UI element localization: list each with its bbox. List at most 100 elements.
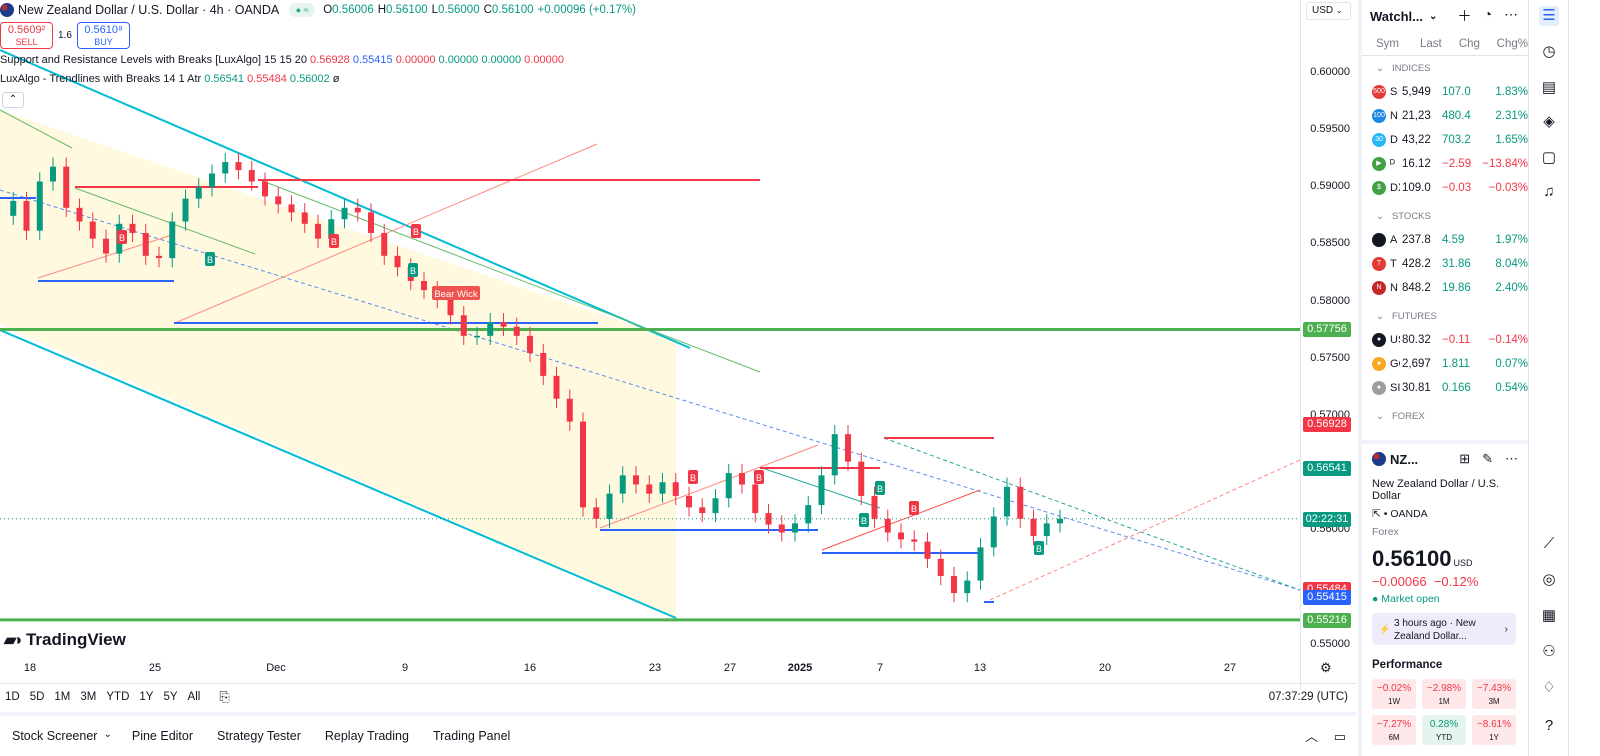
- symbol-logo-icon: ●: [1372, 333, 1386, 347]
- performance-cell[interactable]: −7.27% 6M: [1372, 715, 1416, 745]
- watchlist-row[interactable]: $ DX109.0 −0.03 −0.03%: [1362, 176, 1528, 200]
- sell-price: 0.5609²: [7, 24, 46, 36]
- chart-area[interactable]: B B B B B B B B B B B Bear Wick New Zealand Dollar …: [0, 0, 1380, 690]
- candle-body: [990, 516, 997, 548]
- news-card[interactable]: ⚡ 3 hours ago · New Zealand Dollar... ›: [1372, 613, 1516, 645]
- column-header[interactable]: Chg%: [1496, 37, 1528, 50]
- watchlist-row[interactable]: ▶ ᴰ 16.12 −2.59 −13.84%: [1362, 152, 1528, 176]
- edit-icon[interactable]: ✎: [1482, 451, 1493, 466]
- time-axis[interactable]: 18 25 Dec 9 16 23 27 2025 7 13 20 27: [0, 656, 1300, 680]
- watchlist-row[interactable]: 30 D 43,22 703.2 1.65%: [1362, 128, 1528, 152]
- more-icon[interactable]: ⋯: [1504, 6, 1518, 22]
- bell-icon[interactable]: ♫: [1543, 183, 1555, 200]
- chat-icon[interactable]: ▢: [1541, 149, 1557, 166]
- layers-icon[interactable]: ◈: [1543, 113, 1555, 130]
- watchlist-icon[interactable]: ☰: [1539, 6, 1559, 26]
- help-icon[interactable]: ?: [1544, 717, 1554, 734]
- performance-cell[interactable]: −7.43% 3M: [1472, 679, 1516, 709]
- utc-clock[interactable]: 07:37:29 (UTC): [1268, 690, 1348, 703]
- watchlist-row[interactable]: N N 848.2 19.86 2.40%: [1362, 276, 1528, 300]
- trend-icon[interactable]: ⟋: [1543, 535, 1555, 552]
- symbol-title[interactable]: New Zealand Dollar / U.S. Dollar · 4h · …: [18, 3, 280, 17]
- candle-body: [527, 335, 533, 354]
- alert-icon[interactable]: ♢: [1542, 679, 1556, 696]
- link-icon[interactable]: ⇱: [1372, 508, 1381, 520]
- price-axis[interactable]: 0.605000.600000.595000.590000.585000.580…: [1300, 0, 1358, 690]
- break-marker: [754, 470, 764, 484]
- symbol-logo-icon: 30: [1372, 133, 1386, 147]
- watchlist-row[interactable]: T T 428.2 31.86 8.04%: [1362, 252, 1528, 276]
- exchange-label[interactable]: OANDA: [1390, 508, 1428, 520]
- buy-button[interactable]: 0.5610⁸ BUY: [77, 22, 130, 49]
- section-name: INDICES: [1391, 63, 1431, 74]
- watchlist-title[interactable]: Watchl...: [1370, 8, 1423, 24]
- more-icon[interactable]: ⋯: [1505, 451, 1518, 466]
- market-status-pill[interactable]: ● ≈: [289, 3, 316, 17]
- price-change-pct: 0.54%: [1495, 382, 1528, 394]
- watchlist-row[interactable]: A 237.8 4.59 1.97%: [1362, 228, 1528, 252]
- grid-icon[interactable]: ⊞: [1459, 451, 1471, 466]
- chart-canvas[interactable]: B B B B B B B B B B B Bear Wick: [0, 0, 1300, 656]
- watchlist-section-header[interactable]: ⌄ FUTURES: [1362, 304, 1528, 328]
- column-header[interactable]: Sym: [1376, 37, 1399, 50]
- panel-divider[interactable]: [1362, 440, 1528, 444]
- candle-body: [36, 181, 43, 231]
- range-button-1d[interactable]: 1D: [5, 690, 20, 703]
- news-icon[interactable]: ▤: [1541, 79, 1557, 96]
- column-header[interactable]: Last: [1420, 37, 1442, 50]
- bottom-tab[interactable]: Replay Trading: [324, 729, 409, 743]
- chevron-down-icon[interactable]: ⌄: [1428, 10, 1438, 22]
- candle-body: [288, 204, 295, 213]
- details-symbol[interactable]: NZ...: [1390, 451, 1419, 467]
- trendline-projection: [989, 459, 1300, 601]
- chevron-up-icon[interactable]: ︿: [1305, 729, 1319, 744]
- gear-icon[interactable]: ⚙: [1320, 660, 1332, 675]
- calendar-icon[interactable]: ▦: [1541, 607, 1557, 624]
- candle-body: [142, 232, 149, 256]
- sell-button[interactable]: 0.5609² SELL: [0, 22, 53, 49]
- column-header[interactable]: Chg: [1458, 37, 1480, 50]
- range-button-all[interactable]: All: [187, 690, 201, 703]
- add-symbol-icon[interactable]: ＋: [1457, 8, 1472, 24]
- watchlist-section-header[interactable]: ⌄ INDICES: [1362, 56, 1528, 80]
- currency-select[interactable]: USD ⌄: [1306, 2, 1351, 20]
- maximize-icon[interactable]: ▭: [1333, 729, 1346, 744]
- advanced-view-icon[interactable]: ◔: [1483, 6, 1492, 22]
- symbol-header: New Zealand Dollar / U.S. Dollar · 4h · …: [0, 2, 640, 18]
- time-tick: 2025: [787, 662, 813, 674]
- performance-cell[interactable]: −2.98% 1M: [1422, 679, 1466, 709]
- candle-body: [540, 353, 547, 376]
- range-button-1m[interactable]: 1M: [54, 690, 71, 703]
- bottom-tab[interactable]: Pine Editor: [131, 729, 194, 743]
- watchlist-row[interactable]: 100 N 21,23 480.4 2.31%: [1362, 104, 1528, 128]
- watchlist-row[interactable]: ● SIL30.81 0.166 0.54%: [1362, 376, 1528, 400]
- bottom-tab[interactable]: Strategy Tester: [217, 729, 301, 743]
- performance-value: −2.98%: [1426, 683, 1462, 694]
- date-range-icon[interactable]: ⎘: [219, 688, 230, 704]
- chevron-down-icon[interactable]: ⌄: [103, 729, 112, 740]
- bottom-tab[interactable]: Trading Panel: [432, 729, 511, 743]
- watchlist-row[interactable]: ● GC2,697 1.811 0.07%: [1362, 352, 1528, 376]
- candle-body: [1017, 486, 1024, 519]
- watchlist-section-header[interactable]: ⌄ FOREX: [1362, 404, 1528, 428]
- indicator-trendlines[interactable]: LuxAlgo - Trendlines with Breaks 14 1 At…: [0, 73, 339, 85]
- clock-icon[interactable]: ◷: [1542, 43, 1556, 60]
- range-button-3m[interactable]: 3M: [80, 690, 97, 703]
- watchlist-row[interactable]: ● US80.32 −0.11 −0.14%: [1362, 328, 1528, 352]
- indicator-sr-levels[interactable]: Support and Resistance Levels with Break…: [0, 54, 564, 66]
- people-icon[interactable]: ⚇: [1542, 643, 1556, 660]
- collapse-legend-button[interactable]: ⌃: [2, 92, 24, 108]
- watchlist-row[interactable]: 500 S 5,949 107.0 1.83%: [1362, 80, 1528, 104]
- bottom-tab[interactable]: Stock Screener: [12, 729, 98, 743]
- performance-cell[interactable]: −8.61% 1Y: [1472, 715, 1516, 745]
- range-button-5d[interactable]: 5D: [29, 690, 45, 703]
- gauge-icon[interactable]: ◎: [1542, 571, 1556, 588]
- performance-cell[interactable]: −0.02% 1W: [1372, 679, 1416, 709]
- candle-body: [778, 524, 785, 533]
- performance-cell[interactable]: 0.28% YTD: [1422, 715, 1466, 745]
- range-button-ytd[interactable]: YTD: [106, 690, 130, 703]
- bear-wick-tag: [432, 286, 480, 300]
- range-button-1y[interactable]: 1Y: [139, 690, 154, 703]
- watchlist-section-header[interactable]: ⌄ STOCKS: [1362, 204, 1528, 228]
- range-button-5y[interactable]: 5Y: [163, 690, 178, 703]
